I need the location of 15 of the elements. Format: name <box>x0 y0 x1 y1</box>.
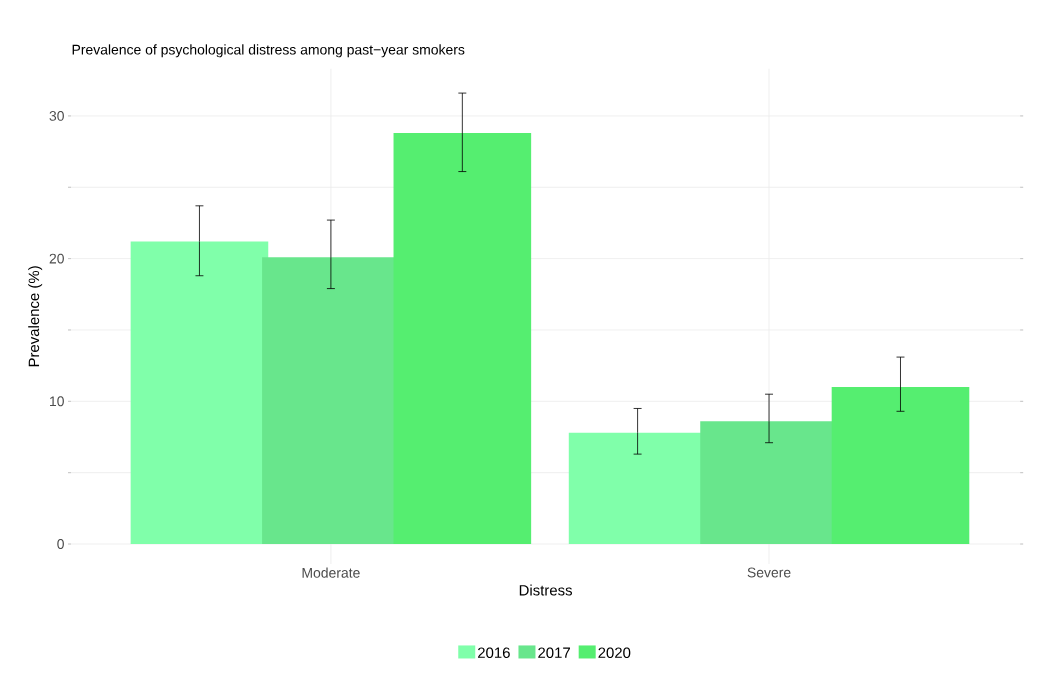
y-tick-label: 0 <box>57 539 64 549</box>
y-tick-label: 30 <box>49 110 64 121</box>
legend-label: 2020 <box>598 647 631 658</box>
bar <box>831 387 970 545</box>
x-tick-label: Moderate <box>302 567 360 578</box>
chart-title: Prevalence of psychological distress among past−year smokers <box>72 44 465 58</box>
bar <box>130 241 269 545</box>
legend-label: 2016 <box>478 647 510 658</box>
y-axis-title: Prevalence (%) <box>28 266 43 367</box>
x-axis-title: Distress <box>519 584 573 596</box>
legend-label: 2017 <box>538 647 570 658</box>
y-tick-label: 10 <box>50 396 64 407</box>
x-tick-label: Severe <box>747 567 791 578</box>
bar <box>393 133 532 545</box>
y-tick-label: 20 <box>49 253 64 264</box>
